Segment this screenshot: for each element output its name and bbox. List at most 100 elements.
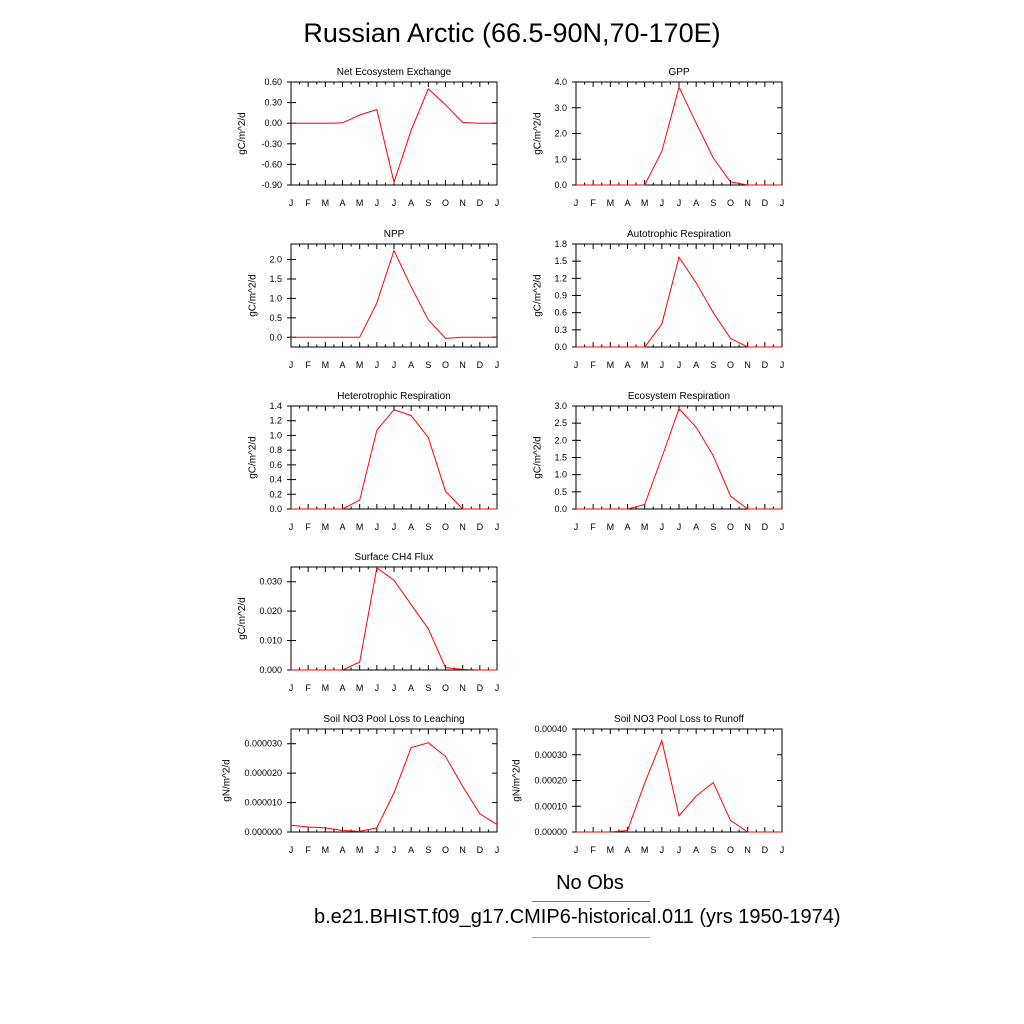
x-tick-label: F [590, 198, 596, 208]
x-tick-label: M [356, 360, 364, 370]
x-tick-label: A [339, 845, 345, 855]
x-tick-label: M [322, 522, 330, 532]
x-tick-label: J [495, 683, 500, 693]
x-tick-label: A [693, 360, 699, 370]
y-tick-label: 0.5 [554, 487, 567, 497]
x-tick-label: J [392, 683, 397, 693]
y-tick-label: -0.60 [261, 159, 282, 169]
panel-title: Surface CH4 Flux [355, 552, 434, 563]
series-line [291, 88, 497, 185]
x-tick-label: M [356, 683, 364, 693]
legend-run-label: b.e21.BHIST.f09_g17.CMIP6-historical.011… [314, 906, 841, 928]
x-tick-label: A [693, 845, 699, 855]
x-tick-label: J [495, 198, 500, 208]
y-tick-label: 0.8 [269, 445, 282, 455]
x-tick-label: M [607, 522, 615, 532]
y-tick-label: 1.5 [554, 453, 567, 463]
x-tick-label: D [477, 522, 484, 532]
y-tick-label: 2.0 [269, 255, 282, 265]
y-tick-label: -0.90 [261, 180, 282, 190]
y-axis-label: gC/m^2/d [532, 274, 543, 317]
x-tick-label: J [392, 360, 397, 370]
x-tick-label: J [289, 845, 294, 855]
plot-frame [290, 728, 498, 833]
x-tick-label: N [459, 522, 466, 532]
x-tick-label: J [375, 360, 380, 370]
x-tick-label: A [339, 360, 345, 370]
x-tick-label: S [425, 845, 431, 855]
x-tick-label: J [495, 845, 500, 855]
x-tick-label: M [356, 522, 364, 532]
y-tick-label: -0.30 [261, 139, 282, 149]
y-axis-label: gC/m^2/d [237, 112, 248, 155]
x-tick-label: A [624, 360, 630, 370]
x-tick-label: M [607, 198, 615, 208]
y-tick-label: 0.000030 [244, 739, 282, 749]
x-tick-label: A [693, 522, 699, 532]
x-tick-label: D [762, 360, 769, 370]
x-tick-label: J [392, 198, 397, 208]
panel-title: Soil NO3 Pool Loss to Runoff [614, 714, 744, 725]
y-tick-label: 0.030 [259, 577, 282, 587]
x-tick-label: F [305, 845, 311, 855]
x-tick-label: A [339, 522, 345, 532]
x-tick-label: J [660, 522, 665, 532]
x-tick-label: J [780, 522, 785, 532]
panel-title: Ecosystem Respiration [628, 391, 730, 402]
x-tick-label: S [425, 522, 431, 532]
x-tick-label: S [425, 683, 431, 693]
y-axis-label: gC/m^2/d [237, 597, 248, 640]
x-tick-label: A [624, 522, 630, 532]
y-tick-label: 0.000000 [244, 827, 282, 837]
x-tick-label: O [442, 522, 449, 532]
x-tick-label: A [408, 845, 414, 855]
x-tick-label: M [607, 360, 615, 370]
x-tick-label: J [289, 198, 294, 208]
x-tick-label: N [744, 522, 751, 532]
panel-1: J F M A M J J A S O N D J0.600.300.00-0.30-0.60-0.90… [237, 67, 499, 208]
y-tick-label: 0.2 [269, 489, 282, 499]
panel-6: J F M A M J J A S O N D J3.02.52.01.51.00.50.0Ecosys… [532, 391, 784, 532]
x-tick-label: J [289, 683, 294, 693]
series-line [290, 742, 498, 832]
x-tick-label: N [459, 845, 466, 855]
plot-frame [575, 81, 783, 186]
y-tick-label: 0.6 [554, 308, 567, 318]
x-tick-label: M [356, 198, 364, 208]
y-tick-label: 0.5 [269, 313, 282, 323]
series-line [291, 409, 497, 510]
x-tick-label: J [375, 198, 380, 208]
panel-9: J F M A M J J A S O N D J0.000400.000300.000200.0001… [512, 714, 785, 855]
y-tick-label: 1.5 [269, 274, 282, 284]
legend-run-line [532, 937, 650, 938]
plot-frame [575, 405, 783, 510]
y-tick-label: 0.000020 [244, 768, 282, 778]
x-tick-label: F [305, 198, 311, 208]
panel-title: GPP [668, 67, 689, 78]
x-tick-label: J [289, 522, 294, 532]
y-tick-label: 0.0 [269, 332, 282, 342]
y-tick-label: 0.4 [269, 475, 282, 485]
x-tick-label: N [744, 360, 751, 370]
y-tick-label: 0.00000 [534, 827, 567, 837]
x-tick-label: J [660, 845, 665, 855]
y-tick-label: 4.0 [554, 77, 567, 87]
x-tick-label: N [744, 845, 751, 855]
y-axis-label: gC/m^2/d [532, 436, 543, 479]
x-tick-label: M [322, 198, 330, 208]
x-tick-label: J [677, 360, 682, 370]
x-tick-label: A [693, 198, 699, 208]
x-tick-label: S [425, 198, 431, 208]
y-tick-label: 0.010 [259, 636, 282, 646]
x-tick-label: A [408, 522, 414, 532]
y-tick-label: 0.0 [554, 180, 567, 190]
x-tick-label: D [477, 683, 484, 693]
x-tick-label: O [442, 360, 449, 370]
y-tick-label: 0.0 [269, 504, 282, 514]
x-tick-label: N [459, 683, 466, 693]
y-tick-label: 0.00010 [534, 801, 567, 811]
y-tick-label: 0.30 [264, 98, 282, 108]
panel-5: J F M A M J J A S O N D J1.41.21.00.80.60.40.20.0Het… [247, 391, 499, 532]
y-tick-label: 1.2 [269, 416, 282, 426]
